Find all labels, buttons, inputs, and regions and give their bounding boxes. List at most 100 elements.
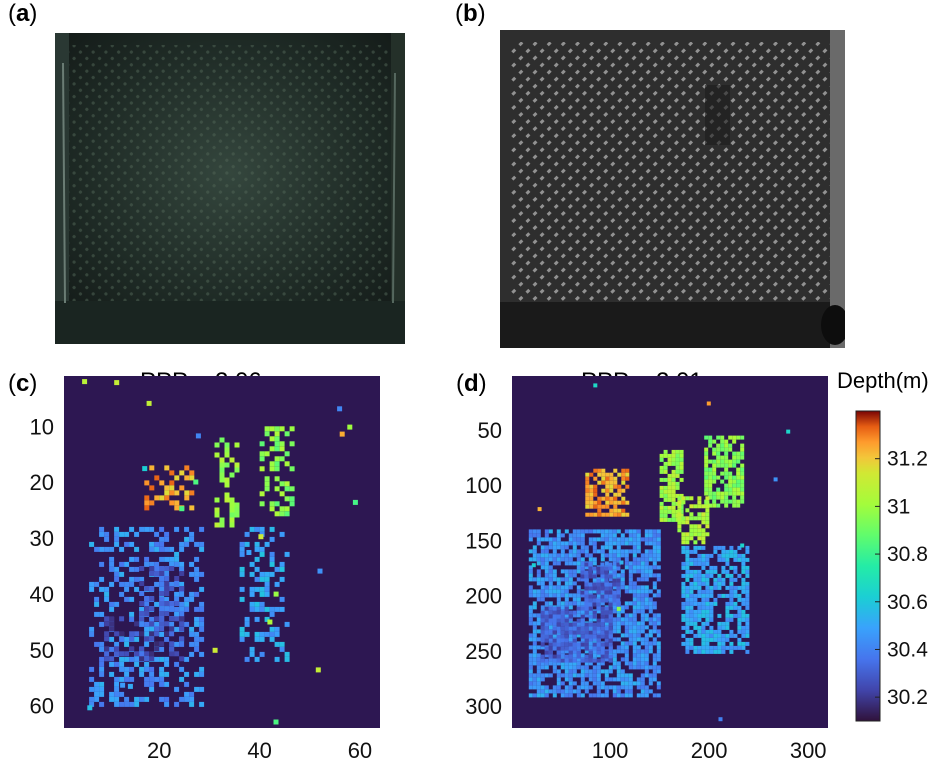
depth-pixel [144, 641, 150, 647]
depth-pixel [600, 549, 605, 554]
depth-pixel [544, 537, 549, 542]
depth-pixel [716, 487, 721, 492]
depth-pixel [600, 589, 605, 594]
depth-pixel [564, 561, 569, 566]
depth-pixel [536, 693, 541, 698]
depth-pixel [189, 631, 195, 637]
depth-pixel [592, 610, 597, 615]
colorbar-tick-label: 30.4 [887, 638, 928, 661]
depth-pixel [564, 693, 569, 698]
depth-pixel [704, 491, 709, 496]
y-tick-label-d: 50 [478, 418, 502, 443]
noise-pixel [195, 433, 201, 439]
depth-pixel [667, 497, 672, 502]
depth-pixel [644, 601, 649, 606]
depth-pixel [249, 591, 255, 597]
depth-pixel [159, 611, 165, 616]
depth-pixel [548, 661, 553, 666]
depth-pixel [274, 431, 280, 437]
depth-pixel [704, 455, 709, 460]
depth-pixel [740, 435, 745, 440]
depth-pixel [736, 455, 741, 460]
depth-pixel [721, 545, 726, 550]
y-tick-label-c: 30 [30, 526, 54, 551]
depth-pixel [636, 549, 641, 554]
depth-pixel [548, 650, 553, 655]
depth-pixel [540, 673, 545, 678]
depth-pixel [104, 646, 110, 652]
depth-pixel [254, 541, 260, 547]
depth-pixel [600, 693, 605, 698]
depth-pixel [528, 685, 533, 690]
depth-pixel [159, 566, 165, 571]
depth-pixel [712, 467, 717, 472]
depth-pixel [556, 650, 561, 655]
depth-pixel [129, 581, 135, 587]
depth-pixel [732, 503, 737, 508]
depth-pixel [544, 658, 549, 663]
depth-pixel [724, 463, 729, 468]
depth-pixel [169, 641, 175, 647]
depth-pixel [620, 649, 625, 654]
depth-pixel [671, 505, 676, 510]
depth-pixel [679, 461, 684, 466]
depth-pixel [134, 701, 140, 707]
depth-pixel [104, 596, 110, 602]
depth-pixel [159, 536, 165, 542]
depth-pixel [556, 589, 561, 594]
depth-pixel [612, 582, 617, 587]
depth-pixel [149, 686, 155, 692]
depth-pixel [613, 492, 618, 497]
depth-pixel [264, 581, 270, 587]
depth-pixel [693, 633, 698, 638]
depth-pixel [556, 646, 561, 651]
depth-pixel [592, 614, 597, 619]
depth-pixel [636, 645, 641, 650]
depth-pixel [644, 529, 649, 534]
depth-pixel [572, 626, 577, 631]
depth-pixel [628, 693, 633, 698]
depth-pixel [679, 505, 684, 510]
depth-pixel [636, 661, 641, 666]
depth-pixel [624, 561, 629, 566]
depth-pixel [249, 646, 255, 652]
depth-pixel [528, 633, 533, 638]
depth-pixel [548, 593, 553, 598]
depth-pixel [701, 540, 706, 545]
depth-pixel [540, 577, 545, 582]
depth-pixel [576, 621, 581, 626]
depth-pixel [733, 605, 738, 610]
depth-pixel [572, 669, 577, 674]
depth-pixel [729, 617, 734, 622]
depth-pixel [604, 642, 609, 647]
depth-pixel [689, 516, 694, 521]
depth-pixel [616, 566, 621, 571]
depth-pixel [139, 666, 145, 672]
depth-pixel [144, 586, 150, 591]
depth-pixel [701, 609, 706, 614]
depth-pixel [597, 512, 602, 517]
depth-pixel [129, 666, 135, 672]
depth-pixel [745, 545, 750, 550]
depth-pixel [274, 511, 280, 517]
depth-pixel [279, 446, 285, 452]
depth-pixel [119, 546, 125, 552]
depth-pixel [628, 681, 633, 686]
depth-pixel [705, 621, 710, 626]
depth-pixel [194, 636, 200, 642]
depth-pixel [620, 641, 625, 646]
depth-pixel [174, 616, 180, 622]
depth-pixel [597, 504, 602, 509]
depth-pixel [99, 686, 105, 692]
depth-pixel [104, 591, 110, 597]
depth-pixel [616, 637, 621, 642]
colorbar-tick-label: 31 [887, 495, 910, 518]
depth-pixel [532, 605, 537, 610]
depth-pixel [189, 651, 195, 657]
depth-pixel [720, 447, 725, 452]
depth-pixel [159, 546, 165, 552]
depth-pixel [164, 661, 170, 667]
depth-pixel [624, 645, 629, 650]
depth-pixel [580, 549, 585, 554]
depth-pixel [540, 630, 545, 635]
